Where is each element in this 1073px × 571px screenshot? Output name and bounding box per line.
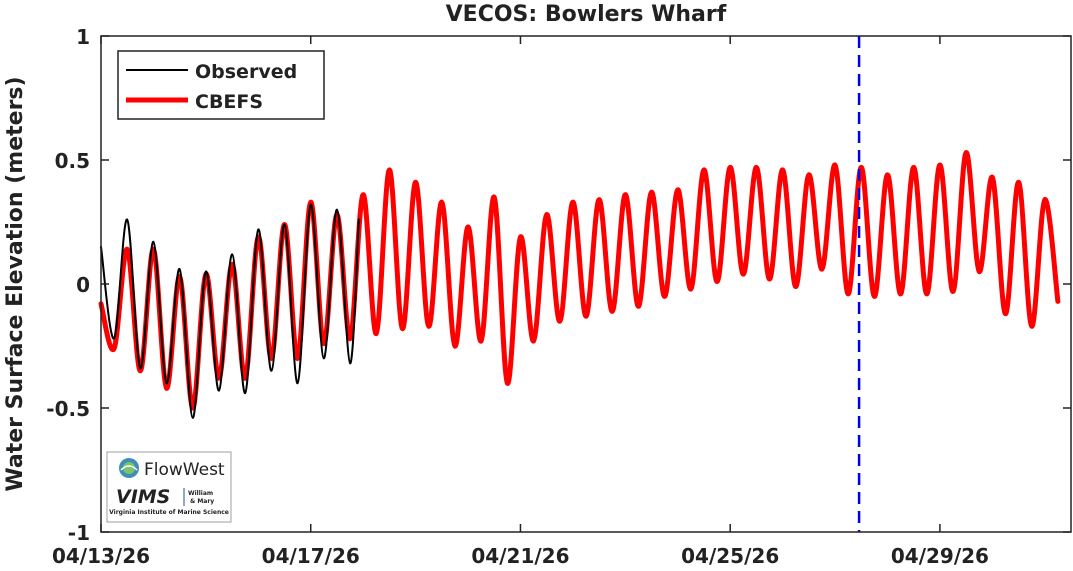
y-axis-label: Water Surface Elevation (meters) [3, 76, 28, 491]
wm-logo-line2: & Mary [190, 498, 214, 505]
y-tick-label: 1 [76, 25, 90, 49]
flowwest-logo-icon [119, 458, 139, 478]
chart-title: VECOS: Bowlers Wharf [446, 2, 727, 27]
vims-logo-text: VIMS [116, 486, 170, 508]
y-tick-label: -1 [68, 521, 90, 545]
y-tick-label: -0.5 [46, 397, 90, 421]
flowwest-logo-text: FlowWest [144, 460, 225, 480]
legend-label-observed: Observed [195, 61, 297, 83]
legend-box [117, 50, 325, 120]
series-line-observed [100, 203, 360, 419]
legend-label-cbefs: CBEFS [195, 91, 263, 113]
x-tick-label: 04/13/26 [52, 544, 150, 568]
wm-logo-line1: William [188, 490, 213, 497]
x-axis: 04/13/26 04/17/26 04/21/26 04/25/26 04/29/26 [52, 36, 989, 568]
vims-institute-text: Virginia Institute of Marine Science [109, 509, 229, 516]
y-tick-label: 0 [76, 273, 90, 297]
logo-box: FlowWest VIMS William & Mary Virginia In… [106, 451, 232, 523]
x-tick-label: 04/29/26 [891, 544, 989, 568]
x-tick-label: 04/21/26 [471, 544, 569, 568]
x-tick-label: 04/25/26 [681, 544, 779, 568]
y-tick-label: 0.5 [55, 149, 90, 173]
legend: Observed CBEFS [117, 50, 325, 120]
data-series-group [98, 36, 1061, 532]
y-axis: 1 0.5 0 -0.5 -1 [46, 25, 1071, 545]
x-tick-label: 04/17/26 [262, 544, 360, 568]
